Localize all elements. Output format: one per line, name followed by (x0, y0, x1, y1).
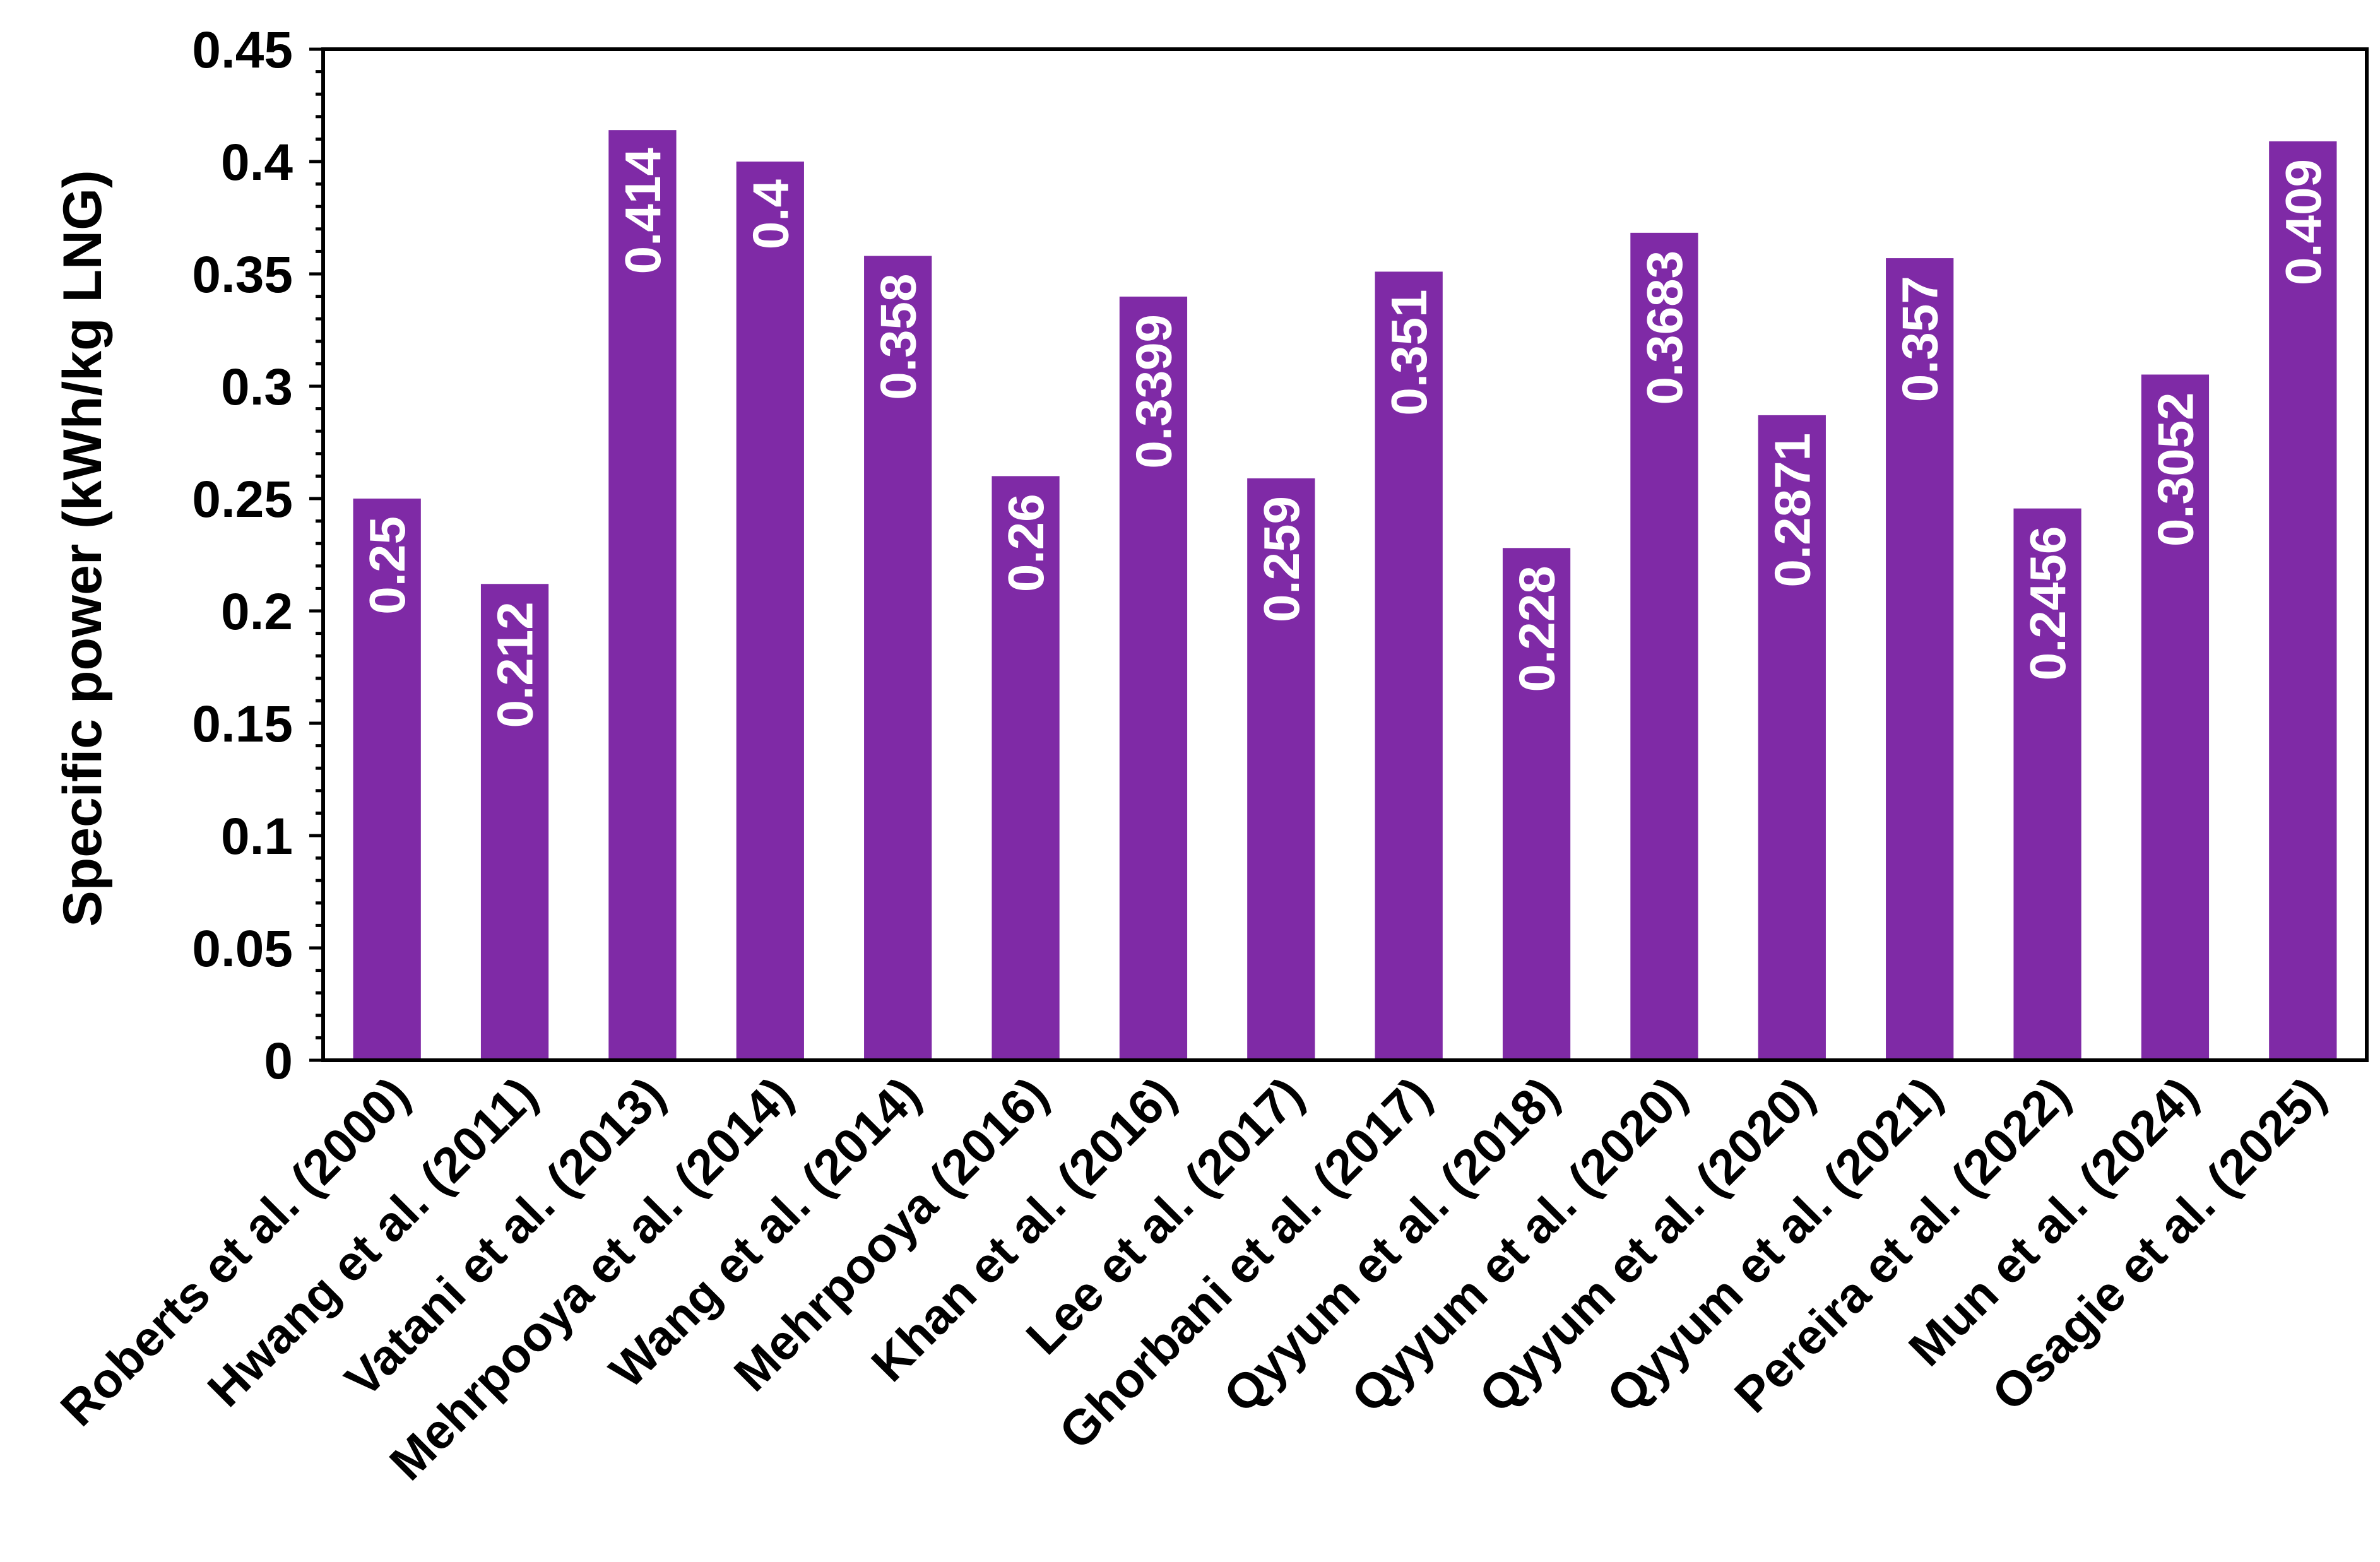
bar-data-label: 0.357 (1892, 276, 1948, 402)
bar (992, 476, 1060, 1060)
bar (1758, 415, 1826, 1060)
y-tick-label: 0.3 (221, 358, 293, 416)
bar (353, 499, 421, 1060)
bar (480, 584, 549, 1060)
y-tick-label: 0.45 (192, 21, 293, 79)
y-tick-label: 0.15 (192, 695, 293, 753)
y-tick-label: 0.05 (192, 920, 293, 978)
bar (736, 162, 804, 1060)
bar (1502, 548, 1571, 1060)
bar-data-label: 0.3399 (1125, 314, 1181, 469)
plot-frame (321, 47, 2369, 1062)
bar (2269, 141, 2337, 1061)
bar-data-label: 0.414 (615, 148, 671, 275)
bar-data-label: 0.409 (2275, 159, 2331, 285)
bar-data-label: 0.358 (870, 274, 927, 400)
bar-data-label: 0.26 (998, 494, 1054, 592)
bar (1630, 232, 1698, 1060)
bar (1375, 271, 1443, 1061)
y-tick-label: 0.25 (192, 471, 293, 528)
y-tick-label: 0.4 (221, 134, 293, 191)
y-axis-title: Specific power (kWh/kg LNG) (52, 170, 113, 926)
bar (2141, 374, 2210, 1060)
bars-layer (353, 130, 2337, 1061)
bar (2013, 508, 2081, 1060)
bar-data-label: 0.259 (1253, 496, 1310, 622)
y-tick-label: 0.1 (221, 808, 293, 865)
bar-labels-layer: 0.25 0.212 0.414 0.4 0.358 0.26 0.3399 0.259 0.3… (359, 148, 2331, 728)
bar (1119, 296, 1188, 1060)
bar-data-label: 0.228 (1509, 565, 1565, 692)
bar-data-label: 0.2871 (1764, 433, 1820, 588)
bar (1886, 258, 1954, 1061)
y-tick-labels: 0 0.05 0.1 0.15 0.2 0.25 0.3 0.35 0.4 0.45 (192, 21, 293, 1090)
y-tick-label: 0.35 (192, 246, 293, 304)
bar-data-label: 0.4 (742, 179, 798, 250)
bar-data-label: 0.2456 (2020, 526, 2076, 681)
y-tick-label: 0 (264, 1032, 293, 1090)
bar (1247, 478, 1315, 1060)
bar (864, 256, 932, 1060)
bar-data-label: 0.351 (1381, 289, 1437, 415)
bar (608, 130, 677, 1060)
axes-layer (309, 47, 2369, 1062)
bar-data-label: 0.212 (487, 601, 543, 728)
bar-data-label: 0.25 (359, 516, 415, 615)
bar-data-label: 0.3683 (1637, 251, 1693, 405)
bar-data-label: 0.3052 (2147, 392, 2203, 547)
y-tick-label: 0.2 (221, 583, 293, 641)
